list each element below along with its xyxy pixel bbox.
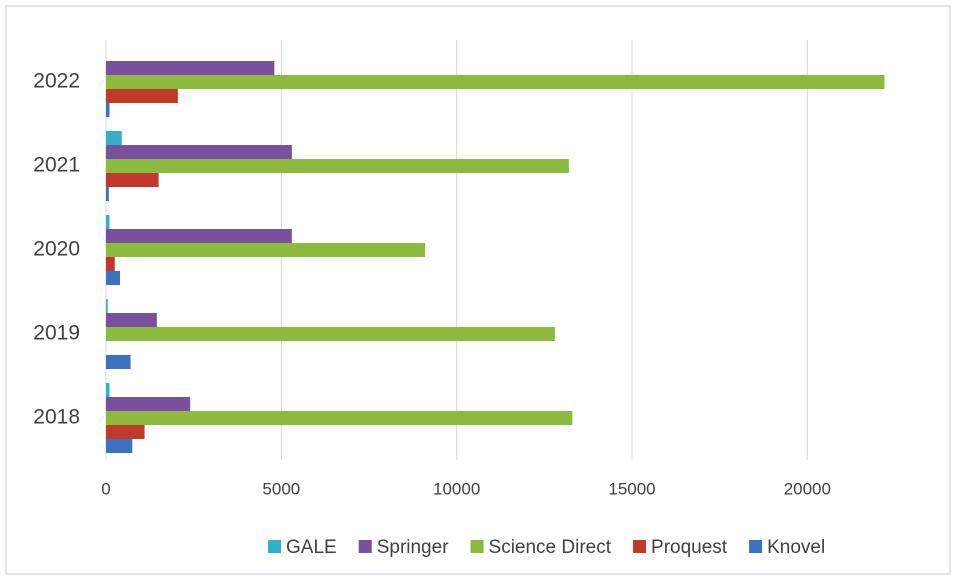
bar (106, 215, 110, 229)
bar (106, 173, 159, 187)
bar (106, 327, 555, 341)
bar (106, 313, 157, 327)
y-tick-label: 2018 (33, 406, 80, 429)
bar (106, 271, 121, 285)
legend-label: Science Direct (489, 537, 612, 558)
y-tick-label: 2021 (33, 154, 80, 177)
legend-swatch (633, 540, 647, 553)
bar (106, 89, 178, 103)
legend-swatch (749, 540, 763, 553)
bar (106, 145, 292, 159)
bar (106, 355, 131, 369)
bar (106, 299, 108, 313)
bar (106, 159, 569, 173)
x-tick-label: 10000 (433, 479, 480, 498)
bar (106, 439, 133, 453)
bar (106, 187, 109, 201)
x-tick-label: 20000 (784, 479, 831, 498)
bar (106, 397, 191, 411)
legend-swatch (268, 540, 281, 553)
legend-label: GALE (286, 537, 337, 558)
x-tick-label: 0 (101, 479, 110, 498)
y-tick-label: 2019 (33, 322, 80, 345)
bar (106, 425, 145, 439)
bar (106, 243, 426, 257)
bar (106, 411, 573, 425)
y-tick-label: 2020 (33, 238, 80, 261)
bar (106, 75, 885, 89)
bar (106, 383, 110, 397)
bar (106, 103, 110, 117)
legend-label: Proquest (651, 537, 728, 558)
bar (106, 257, 115, 271)
legend-swatch (470, 540, 484, 553)
y-tick-label: 2022 (33, 70, 80, 93)
bar (106, 61, 275, 75)
legend-label: Springer (377, 537, 449, 558)
x-tick-label: 15000 (608, 479, 655, 498)
bar (106, 229, 292, 243)
legend-label: Knovel (767, 537, 825, 558)
legend-swatch (358, 540, 372, 553)
x-tick-label: 5000 (262, 479, 300, 498)
bar (106, 131, 122, 145)
